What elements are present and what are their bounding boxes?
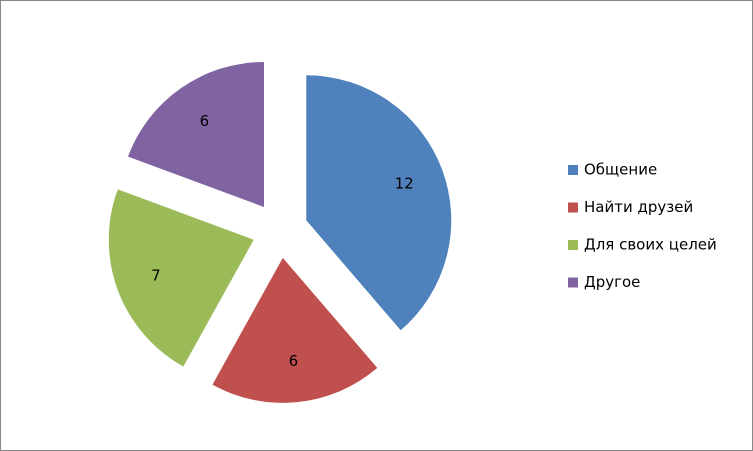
legend-label: Найти друзей [584, 198, 693, 216]
data-label: 12 [395, 175, 414, 193]
legend-swatch [568, 165, 578, 175]
pie-slice [306, 75, 452, 331]
pie-slice [108, 189, 254, 367]
legend-swatch [568, 277, 578, 288]
legend-label: Общение [584, 161, 657, 179]
data-label: 6 [289, 352, 299, 370]
legend-label: Другое [584, 273, 640, 291]
data-label: 6 [200, 112, 210, 130]
legend-label: Для своих целей [584, 236, 717, 254]
data-label: 7 [151, 266, 161, 284]
pie-slice [128, 62, 265, 208]
legend-swatch [568, 240, 578, 250]
pie-slice [212, 257, 378, 403]
legend-swatch [568, 202, 578, 213]
